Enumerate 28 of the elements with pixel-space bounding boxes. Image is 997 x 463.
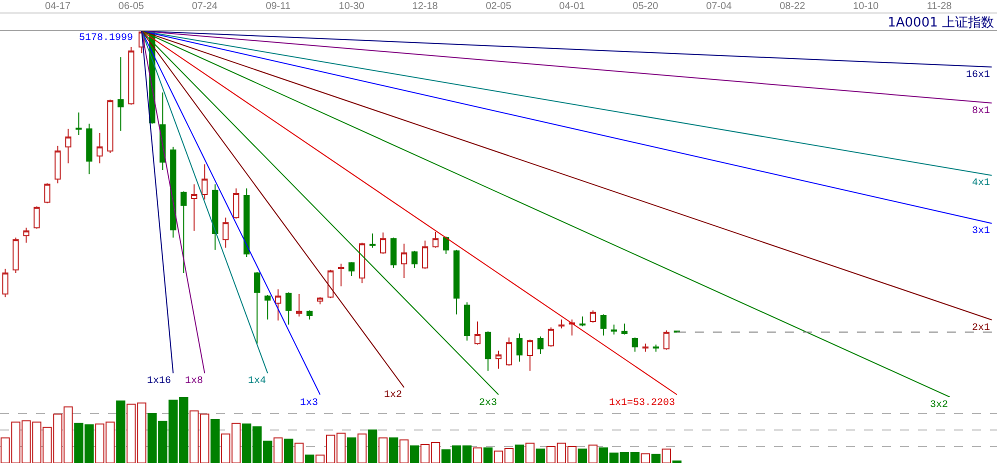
x-tick-label: 04-01 <box>559 1 586 12</box>
x-tick-label: 04-17 <box>44 1 71 12</box>
series-label: 1x1=53.2203 <box>609 398 676 409</box>
x-tick-label: 12-18 <box>412 1 438 12</box>
x-tick-label: 11-28 <box>926 1 952 12</box>
x-tick-label: 06-05 <box>118 1 144 12</box>
x-tick-label: 08-22 <box>780 1 806 12</box>
x-tick-label: 07-04 <box>706 1 732 12</box>
series-label: 8x1 <box>972 106 990 117</box>
series-label: 3x1 <box>972 226 990 237</box>
series-label: 2x1 <box>972 323 990 334</box>
series-label: 1x2 <box>384 390 402 401</box>
series-label: 16x1 <box>966 70 990 81</box>
series-label: 1x4 <box>248 376 266 387</box>
annotation: 5178.1999 <box>79 33 134 44</box>
series-label: 1x3 <box>300 398 318 409</box>
series-label: 1x8 <box>185 376 204 387</box>
series-label: 2x3 <box>479 398 498 409</box>
series-label: 1x16 <box>147 376 172 387</box>
x-tick-label: 09-11 <box>266 1 291 12</box>
series-label: 3x2 <box>930 400 948 411</box>
x-tick-label: 10-30 <box>338 1 365 12</box>
series-label: 4x1 <box>972 178 990 189</box>
x-tick-label: 07-24 <box>192 1 218 12</box>
x-tick-label: 05-20 <box>632 1 659 12</box>
x-tick-label: 10-10 <box>853 1 880 12</box>
chart-title: 1A0001 上证指数 <box>888 16 994 31</box>
x-tick-label: 02-05 <box>486 1 512 12</box>
